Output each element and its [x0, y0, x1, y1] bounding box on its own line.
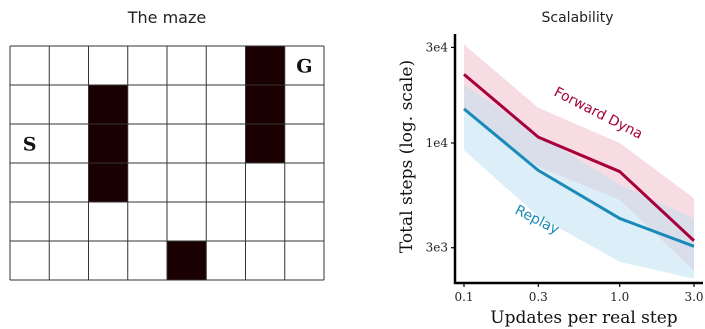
y-tick-label: 3e3: [426, 241, 448, 255]
maze-wall-cell: [88, 163, 128, 202]
y-axis-label: Total steps (log. scale): [397, 60, 417, 253]
x-tick-label: 3.0: [684, 290, 703, 304]
chart-title: Scalability: [541, 10, 614, 26]
series-line: [463, 107, 695, 248]
x-axis-label: Updates per real step: [490, 308, 677, 328]
maze-wall-cell: [88, 124, 128, 163]
maze-wall-cell: [167, 241, 207, 280]
confidence-band: [464, 84, 694, 279]
y-tick-label: 3e4: [426, 40, 449, 54]
series-line: [463, 73, 696, 242]
maze-wall-cell: [88, 85, 128, 124]
maze-title: The maze: [127, 8, 207, 27]
maze-wall-cell: [245, 85, 285, 124]
x-tick-label: 0.3: [529, 290, 548, 304]
maze-start-label: S: [23, 134, 37, 156]
maze-goal-label: G: [296, 56, 312, 78]
x-tick-label: 0.1: [454, 290, 473, 304]
maze-wall-cell: [245, 46, 285, 85]
x-tick-label: 1.0: [610, 290, 629, 304]
y-tick-label: 1e4: [426, 136, 449, 150]
maze-wall-cell: [245, 124, 285, 163]
